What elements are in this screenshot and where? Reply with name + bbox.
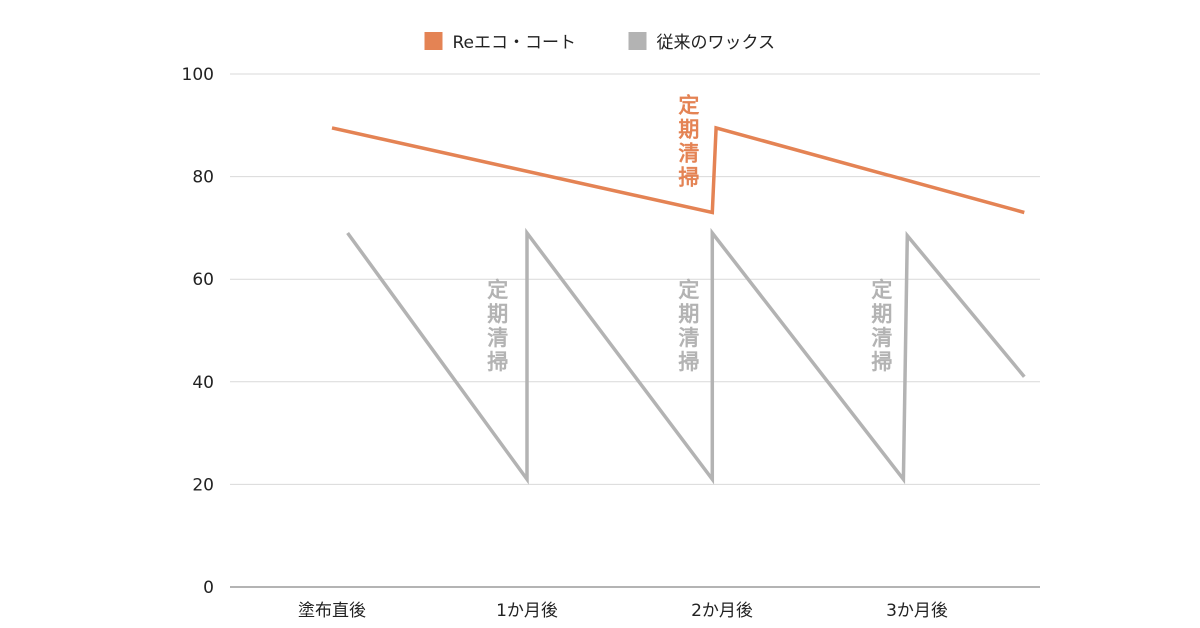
annotation-char: 定 xyxy=(678,94,699,118)
annotation-char: 掃 xyxy=(871,350,892,374)
y-tick-label: 40 xyxy=(192,373,214,393)
series-lines xyxy=(331,125,1026,485)
legend-item: 従来のワックス xyxy=(628,32,776,53)
annotation-char: 期 xyxy=(871,302,892,326)
axes: 0 20 40 60 80 100 塗布直後 1か月後 2か月後 3か月後 xyxy=(182,65,1040,621)
x-tick-label: 1か月後 xyxy=(496,601,558,621)
series-line-1 xyxy=(346,227,1026,485)
legend-item: Reエコ・コート xyxy=(424,32,577,53)
annotation-char: 定 xyxy=(871,278,892,302)
annotation-char: 定 xyxy=(487,278,508,302)
y-tick-label: 0 xyxy=(203,578,214,598)
legend-label: 従来のワックス xyxy=(657,33,776,53)
annotation-char: 掃 xyxy=(678,166,699,190)
grid xyxy=(230,73,1040,485)
annotation-char: 清 xyxy=(678,142,699,166)
y-tick-label: 20 xyxy=(192,475,214,495)
annotation-char: 期 xyxy=(487,302,508,326)
y-tick-label: 80 xyxy=(192,168,214,188)
annotation-char: 期 xyxy=(678,118,699,142)
annotation-char: 掃 xyxy=(678,350,699,374)
annotation-char: 期 xyxy=(678,302,699,326)
legend-swatch xyxy=(628,32,647,50)
annotation-char: 定 xyxy=(678,278,699,302)
series-line-0 xyxy=(331,125,1025,215)
annotation-char: 清 xyxy=(678,326,699,350)
annotation-char: 掃 xyxy=(487,350,508,374)
y-tick-label: 60 xyxy=(192,270,214,290)
legend: Reエコ・コート 従来のワックス xyxy=(424,32,776,53)
legend-swatch xyxy=(424,32,443,50)
legend-label: Reエコ・コート xyxy=(453,33,577,53)
x-tick-label: 2か月後 xyxy=(691,601,753,621)
x-tick-label: 3か月後 xyxy=(886,601,948,621)
annotation-char: 清 xyxy=(871,326,892,350)
x-tick-label: 塗布直後 xyxy=(298,600,366,621)
annotation-char: 清 xyxy=(487,326,508,350)
y-tick-label: 100 xyxy=(182,65,214,85)
